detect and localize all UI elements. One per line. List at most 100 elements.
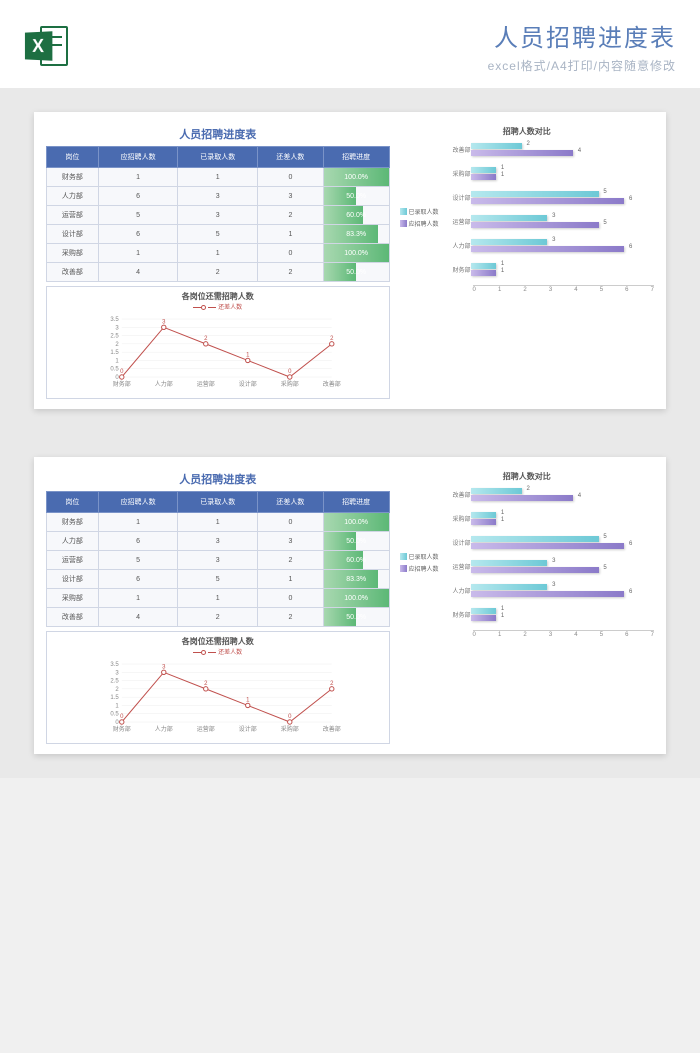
bar-need: 6 xyxy=(471,591,625,597)
table-cell: 采购部 xyxy=(47,244,99,263)
table-cell: 3 xyxy=(258,187,324,206)
progress-cell: 100.0% xyxy=(323,589,389,608)
progress-cell: 50.0% xyxy=(323,263,389,282)
table-cell: 6 xyxy=(98,225,178,244)
table-row: 人力部63350.0% xyxy=(47,532,390,551)
table-cell: 6 xyxy=(98,532,178,551)
table-cell: 2 xyxy=(258,263,324,282)
table-cell: 1 xyxy=(178,244,258,263)
progress-cell: 100.0% xyxy=(323,168,389,187)
svg-text:2: 2 xyxy=(115,687,119,693)
table-cell: 1 xyxy=(178,589,258,608)
table-cell: 运营部 xyxy=(47,206,99,225)
bar-chart-title: 招聘人数对比 xyxy=(400,126,654,137)
svg-text:1: 1 xyxy=(246,352,250,358)
table-cell: 财务部 xyxy=(47,168,99,187)
bar-need: 6 xyxy=(471,198,625,204)
bar-hired: 5 xyxy=(471,536,599,542)
table-cell: 财务部 xyxy=(47,513,99,532)
bar-category-label: 设计部 xyxy=(443,538,471,547)
table-cell: 1 xyxy=(178,513,258,532)
table-cell: 1 xyxy=(258,225,324,244)
bar-hired: 2 xyxy=(471,488,522,494)
table-cell: 设计部 xyxy=(47,570,99,589)
page-subtitle: excel格式/A4打印/内容随意修改 xyxy=(82,57,676,74)
svg-text:2.5: 2.5 xyxy=(110,334,119,340)
sheet-preview: 人员招聘进度表 岗位应招聘人数已录取人数还差人数招聘进度 财务部110100.0… xyxy=(0,88,700,433)
table-cell: 2 xyxy=(258,608,324,627)
table-header-cell: 已录取人数 xyxy=(178,492,258,513)
table-row: 采购部110100.0% xyxy=(47,589,390,608)
bar-chart-legend: 已录取人数 应招聘人数 xyxy=(400,141,443,293)
bar-group: 改善部24 xyxy=(443,486,654,504)
svg-text:运营部: 运营部 xyxy=(197,380,215,388)
bar-need: 4 xyxy=(471,150,574,156)
recruitment-table: 岗位应招聘人数已录取人数还差人数招聘进度 财务部110100.0%人力部6335… xyxy=(46,146,390,282)
table-cell: 2 xyxy=(178,263,258,282)
table-row: 采购部110100.0% xyxy=(47,244,390,263)
legend-hired: 已录取人数 xyxy=(409,210,439,216)
table-cell: 2 xyxy=(178,608,258,627)
svg-text:0: 0 xyxy=(115,720,119,726)
table-header-cell: 招聘进度 xyxy=(323,492,389,513)
svg-text:设计部: 设计部 xyxy=(239,725,257,733)
table-header-cell: 招聘进度 xyxy=(323,147,389,168)
line-chart: 各岗位还需招聘人数 还差人数 00.511.522.533.5财务部人力部运营部… xyxy=(46,286,390,399)
table-row: 改善部42250.0% xyxy=(47,608,390,627)
table-row: 财务部110100.0% xyxy=(47,513,390,532)
bar-hired: 2 xyxy=(471,143,522,149)
progress-cell: 83.3% xyxy=(323,225,389,244)
table-cell: 4 xyxy=(98,263,178,282)
progress-cell: 100.0% xyxy=(323,513,389,532)
page-header: X 人员招聘进度表 excel格式/A4打印/内容随意修改 xyxy=(0,0,700,88)
svg-text:改善部: 改善部 xyxy=(323,725,341,733)
bar-category-label: 采购部 xyxy=(443,169,471,178)
table-cell: 1 xyxy=(98,589,178,608)
svg-text:3: 3 xyxy=(115,325,119,331)
line-chart-legend: 还差人数 xyxy=(51,302,385,311)
bar-xaxis: 01234567 xyxy=(473,285,654,293)
bar-group: 人力部36 xyxy=(443,237,654,255)
table-cell: 1 xyxy=(98,513,178,532)
bar-need: 5 xyxy=(471,222,599,228)
table-row: 人力部63350.0% xyxy=(47,187,390,206)
table-title: 人员招聘进度表 xyxy=(46,471,390,487)
legend-need: 应招聘人数 xyxy=(409,567,439,573)
bar-hired: 1 xyxy=(471,608,497,614)
bar-hired: 1 xyxy=(471,512,497,518)
table-cell: 3 xyxy=(178,206,258,225)
svg-text:3: 3 xyxy=(162,319,166,325)
table-cell: 1 xyxy=(178,168,258,187)
bar-chart-legend: 已录取人数 应招聘人数 xyxy=(400,486,443,638)
svg-text:2: 2 xyxy=(204,336,208,342)
table-row: 运营部53260.0% xyxy=(47,206,390,225)
bar-hired: 1 xyxy=(471,167,497,173)
bar-category-label: 运营部 xyxy=(443,562,471,571)
bar-need: 5 xyxy=(471,567,599,573)
bar-chart-title: 招聘人数对比 xyxy=(400,471,654,482)
bar-category-label: 改善部 xyxy=(443,490,471,499)
progress-cell: 60.0% xyxy=(323,551,389,570)
bar-hired: 3 xyxy=(471,560,548,566)
table-cell: 0 xyxy=(258,244,324,263)
svg-text:财务部: 财务部 xyxy=(113,380,131,388)
table-row: 运营部53260.0% xyxy=(47,551,390,570)
table-cell: 改善部 xyxy=(47,608,99,627)
svg-text:人力部: 人力部 xyxy=(155,380,173,388)
table-cell: 4 xyxy=(98,608,178,627)
table-cell: 5 xyxy=(178,225,258,244)
bar-category-label: 运营部 xyxy=(443,217,471,226)
bar-group: 财务部11 xyxy=(443,261,654,279)
svg-text:2: 2 xyxy=(330,336,334,342)
title-block: 人员招聘进度表 excel格式/A4打印/内容随意修改 xyxy=(82,18,676,74)
table-row: 改善部42250.0% xyxy=(47,263,390,282)
svg-text:0: 0 xyxy=(288,369,292,375)
table-cell: 6 xyxy=(98,570,178,589)
bar-need: 4 xyxy=(471,495,574,501)
table-cell: 1 xyxy=(98,244,178,263)
bar-category-label: 财务部 xyxy=(443,610,471,619)
sheet-preview: 人员招聘进度表 岗位应招聘人数已录取人数还差人数招聘进度 财务部110100.0… xyxy=(0,433,700,778)
table-cell: 1 xyxy=(98,168,178,187)
line-chart: 各岗位还需招聘人数 还差人数 00.511.522.533.5财务部人力部运营部… xyxy=(46,631,390,744)
table-header-cell: 已录取人数 xyxy=(178,147,258,168)
